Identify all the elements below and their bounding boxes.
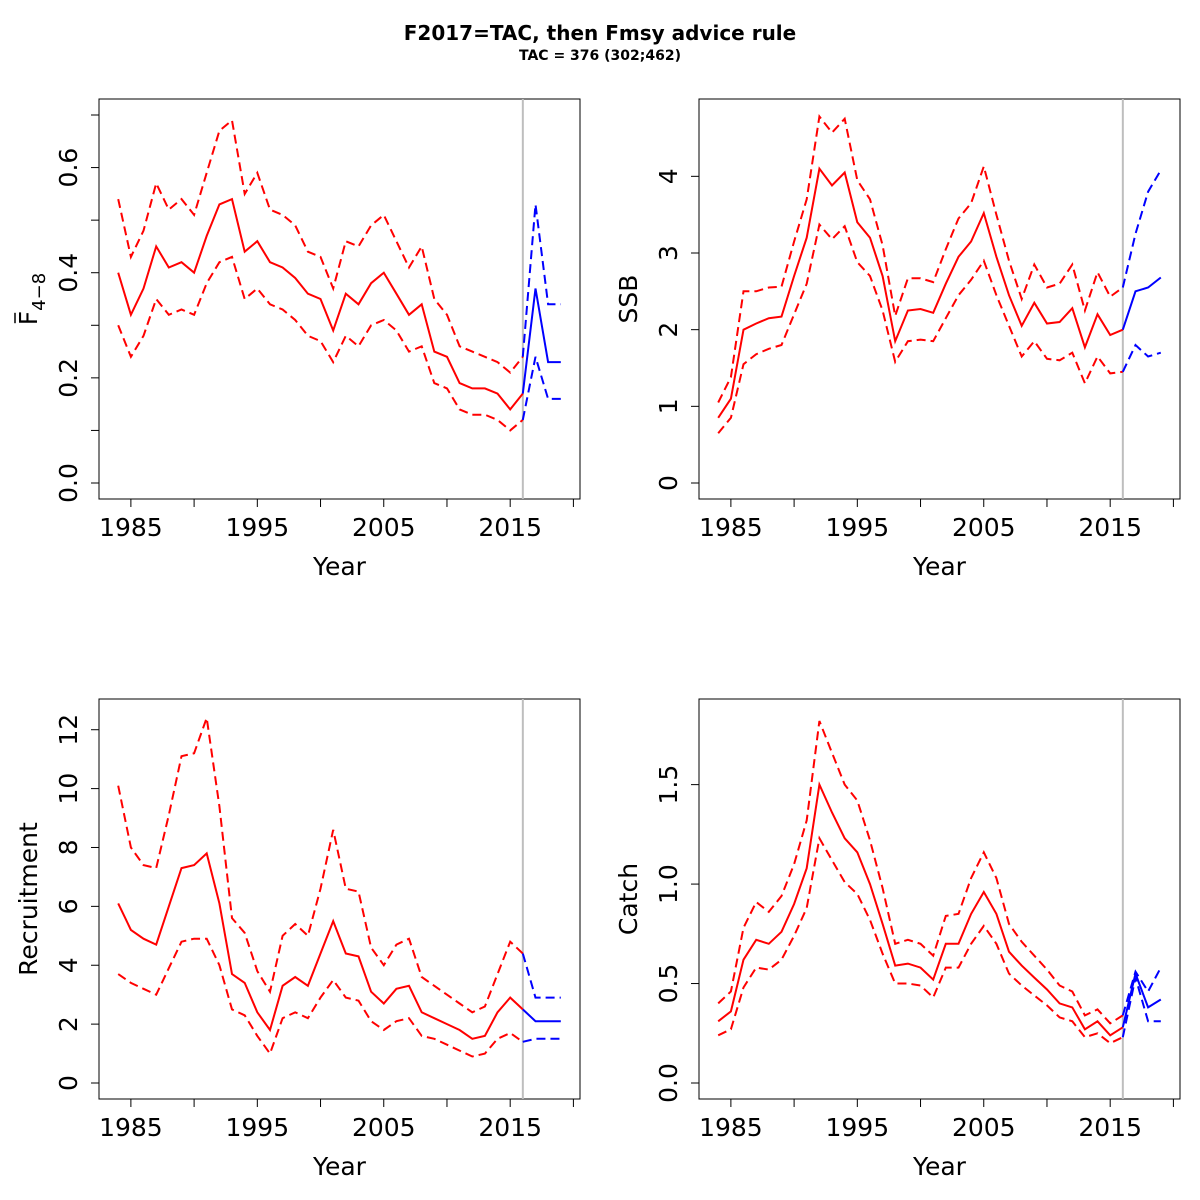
forecast-upper-line	[521, 953, 561, 999]
x-tick-label: 2005	[952, 1113, 1016, 1142]
y-tick-label: 0.6	[54, 148, 83, 188]
upper-bound-line	[717, 720, 1124, 1025]
forecast-upper-line	[1121, 967, 1162, 1016]
plot-frame	[698, 698, 1181, 1100]
upper-bound-line	[117, 118, 524, 375]
y-tick-label: 1	[654, 398, 683, 414]
y-tick-label: 2	[654, 322, 683, 338]
forecast-lower-line	[522, 1037, 561, 1043]
x-tick-label: 2015	[1078, 513, 1142, 542]
y-tick-label: 0.2	[54, 358, 83, 398]
x-tick-label: 2015	[478, 1113, 542, 1142]
x-tick-label: 1995	[226, 513, 290, 542]
forecast-estimate-line	[1121, 970, 1162, 1028]
forecast-lower-line	[1121, 977, 1161, 1038]
y-tick-label: 6	[54, 898, 83, 914]
y-tick-label: 1.0	[654, 864, 683, 904]
panel-3: 1985 1995 2005 2015 0 2 4 6 8 10 12 Year Recruitment	[14, 698, 581, 1181]
x-tick-label: 2015	[478, 513, 542, 542]
x-tick-label: 1985	[99, 1113, 163, 1142]
estimate-line	[117, 851, 524, 1040]
y-axis-label: SSB	[614, 275, 643, 324]
figure-title: F2017=TAC, then Fmsy advice rule	[404, 21, 796, 45]
plot-frame	[698, 98, 1181, 500]
estimate-line	[717, 166, 1124, 419]
x-axis-label: Year	[912, 552, 967, 581]
panel-4: 1985 1995 2005 2015 0.0 0.5 1.0 1.5 Year Catch	[614, 698, 1181, 1181]
y-axis-label: F4−8	[14, 273, 50, 325]
plot-frame	[98, 98, 581, 500]
x-axis-label: Year	[912, 1152, 967, 1181]
lower-bound-line	[117, 255, 524, 432]
y-axis-label: Recruitment	[14, 822, 43, 976]
y-tick-label: 0	[654, 475, 683, 491]
y-tick-label: 0.0	[54, 463, 83, 503]
x-tick-label: 1995	[826, 1113, 890, 1142]
x-tick-label: 1985	[699, 513, 763, 542]
y-tick-label: 4	[654, 168, 683, 184]
plot-frame	[98, 698, 581, 1100]
forecast-estimate-line	[1121, 276, 1162, 331]
forecast-estimate-line	[522, 1008, 561, 1023]
x-tick-label: 2005	[952, 513, 1016, 542]
y-tick-label: 0	[54, 1075, 83, 1091]
estimate-line	[717, 781, 1124, 1037]
lower-bound-line	[717, 835, 1124, 1045]
y-tick-label: 8	[54, 840, 83, 856]
estimate-line	[117, 197, 524, 412]
y-axis-label-main: F	[14, 311, 43, 325]
x-tick-label: 2005	[352, 513, 416, 542]
y-tick-label: 0.4	[54, 253, 83, 293]
x-axis-label: Year	[312, 1152, 367, 1181]
forecast-upper-line	[1121, 169, 1162, 288]
y-tick-label: 0.5	[654, 964, 683, 1004]
panel-2: 1985 1995 2005 2015 0 1 2 3 4 Year SSB	[614, 98, 1181, 581]
x-tick-label: 1995	[826, 513, 890, 542]
panels: 1985 1995 2005 20150.00.20.40.6YearF4−81985…	[14, 98, 1181, 1181]
y-tick-label: 0.0	[654, 1063, 683, 1103]
y-tick-label: 2	[54, 1016, 83, 1032]
forecast-estimate-line	[521, 288, 561, 394]
y-tick-label: 4	[54, 957, 83, 973]
panel-1: 1985 1995 2005 2015 0.0 0.2 0.4 0.6 Year F4−8	[14, 98, 581, 581]
forecast-lower-line	[521, 356, 561, 421]
upper-bound-line	[117, 717, 524, 1014]
forecast-upper-line	[521, 204, 561, 357]
x-axis-label: Year	[312, 552, 367, 581]
y-tick-label: 3	[654, 245, 683, 261]
y-axis-label-sub: 4−8	[29, 273, 50, 311]
x-tick-label: 1985	[699, 1113, 763, 1142]
y-tick-label: 12	[54, 714, 83, 746]
forecast-lower-line	[1121, 343, 1162, 373]
lower-bound-line	[717, 222, 1123, 434]
y-tick-label: 10	[54, 773, 83, 805]
x-tick-label: 2005	[352, 1113, 416, 1142]
x-tick-label: 1995	[226, 1113, 290, 1142]
y-axis-label: Catch	[614, 863, 643, 935]
x-tick-label: 1985	[99, 513, 163, 542]
y-tick-label: 1.5	[654, 765, 683, 805]
upper-bound-line	[717, 114, 1124, 403]
lower-bound-line	[117, 937, 524, 1058]
figure-subtitle: TAC = 376 (302;462)	[519, 48, 681, 64]
x-tick-label: 2015	[1078, 1113, 1142, 1142]
